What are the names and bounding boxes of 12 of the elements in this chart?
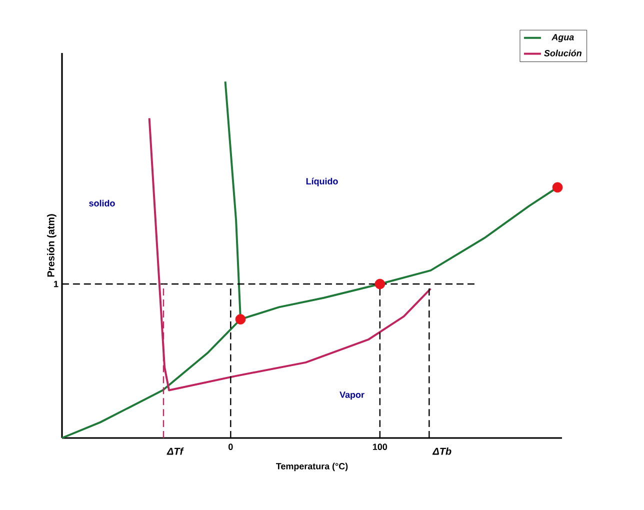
ref-line-label: ΔTb [432, 448, 452, 455]
legend-label: Agua [552, 34, 574, 42]
x-tick-label: 0 [228, 444, 233, 450]
text: 1 [54, 280, 58, 288]
annotation: Vapor [340, 392, 364, 400]
y-axis-title: Presión (atm) [46, 214, 56, 277]
annotation: solido [89, 200, 115, 206]
x-tick-label: 100 [372, 444, 388, 450]
x-axis-title: Temperatura (°C) [276, 462, 348, 472]
annotation: Líquido [306, 178, 338, 186]
legend-label: Solución [544, 50, 582, 56]
ref-line-label: ΔTf [166, 448, 184, 455]
